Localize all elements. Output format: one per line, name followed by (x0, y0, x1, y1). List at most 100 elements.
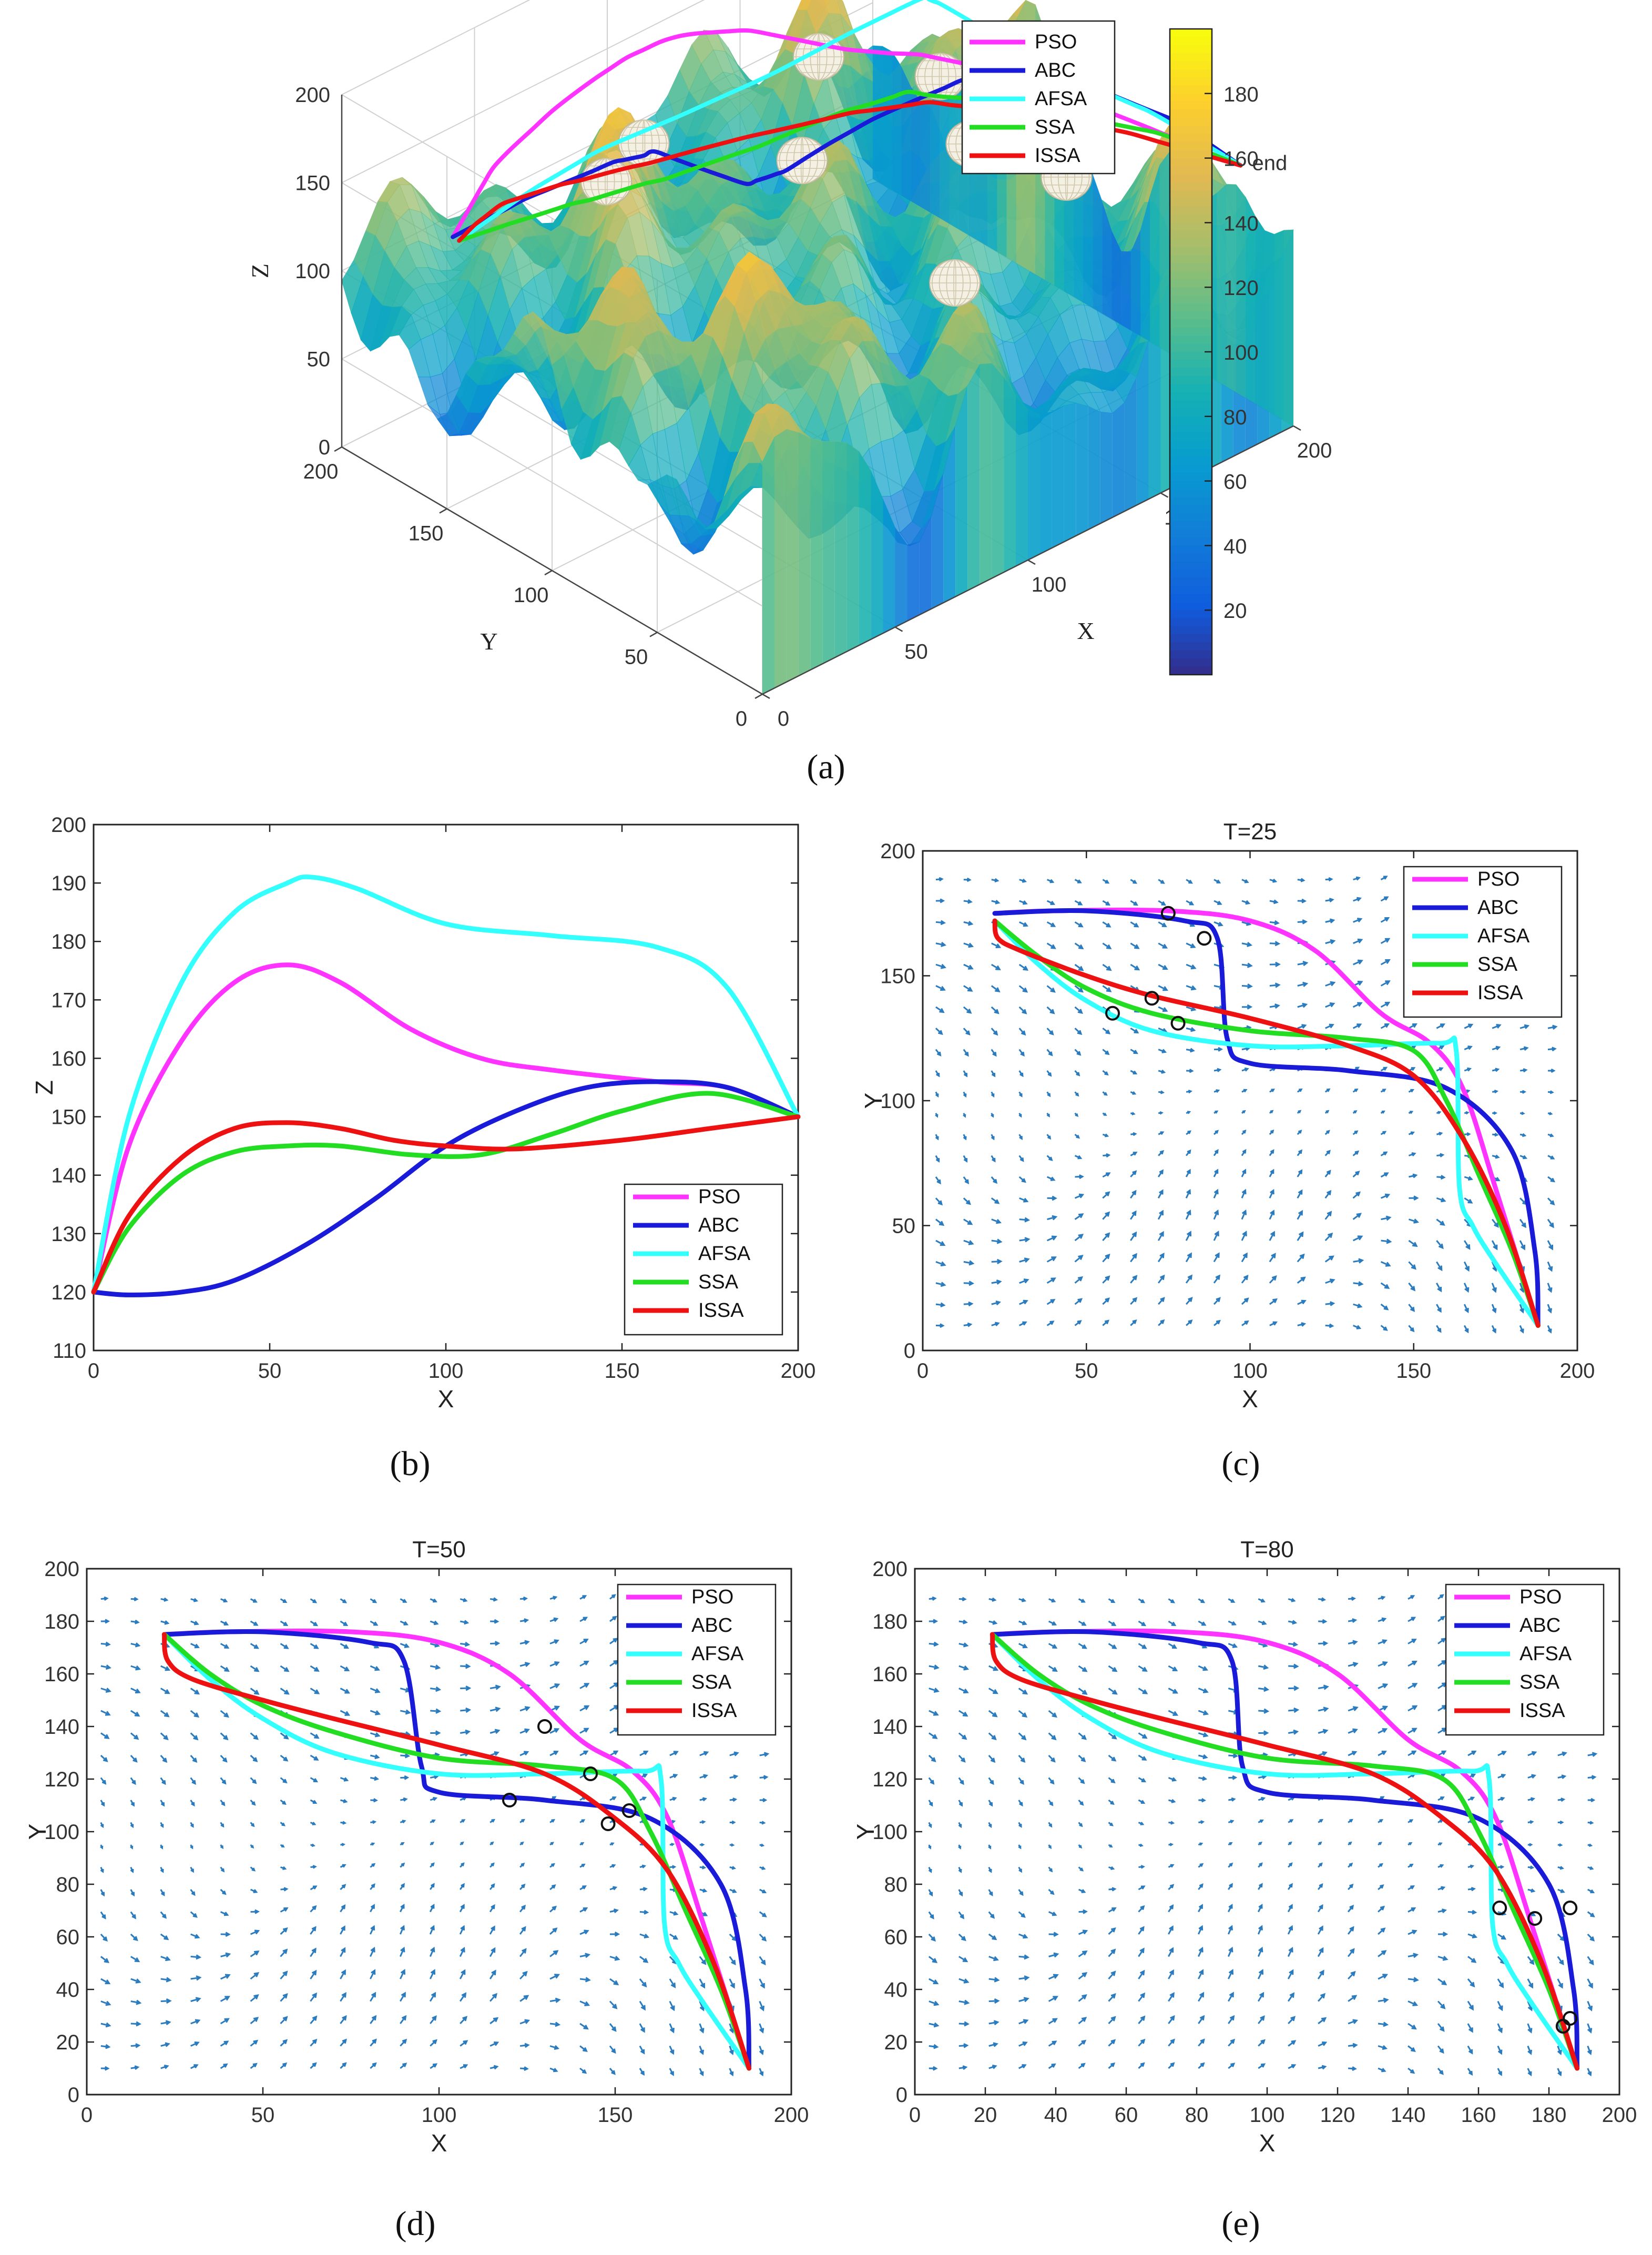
skirt-patch (930, 91, 940, 218)
y-tick-label: 40 (56, 1978, 80, 2002)
colorbar-segment (1170, 360, 1212, 369)
colorbar-segment (1170, 190, 1212, 199)
colorbar-segment (1170, 610, 1212, 619)
y-tick-label: 120 (51, 1281, 86, 1304)
y-tick-label: 200 (880, 840, 915, 863)
x-tick-label: 100 (1232, 1359, 1268, 1383)
position-marker (1197, 931, 1212, 946)
y-axis-label: Y (860, 1093, 887, 1109)
x-axis-label: X (1077, 617, 1094, 644)
skirt-patch (882, 46, 892, 190)
colorbar-segment (1170, 174, 1212, 183)
y-tick-label: 150 (51, 1106, 86, 1129)
colorbar-segment (1170, 206, 1212, 216)
skirt-patch (992, 363, 1004, 578)
skirt-patch (786, 429, 799, 682)
z-tick-label: 0 (319, 436, 330, 459)
panel-e-t80: 0 20 40 60 80 100 120 140 160 180 2000204060801001… (852, 1537, 1637, 2157)
legend-label-afsa: AFSA (1477, 925, 1530, 947)
skirt-patch (907, 542, 920, 621)
y-tick-label: 130 (51, 1223, 86, 1246)
y-tick-label: 120 (44, 1768, 79, 1791)
colorbar-segment (1170, 537, 1212, 546)
x-tick-mark (894, 626, 903, 632)
y-tick-label: 50 (625, 646, 648, 669)
x-tick-label: 150 (605, 1359, 640, 1383)
y-tick-label: 0 (904, 1339, 915, 1363)
colorbar-segment (1170, 376, 1212, 385)
colorbar-segment (1170, 327, 1212, 337)
x-tick-label: 50 (904, 641, 928, 664)
skirt-patch (1016, 395, 1028, 566)
skirt-patch (774, 429, 787, 688)
colorbar-segment (1170, 521, 1212, 530)
y-tick-mark (544, 570, 553, 576)
skirt-patch (1076, 403, 1088, 536)
skirt-patch (810, 438, 823, 670)
x-axis-label: X (431, 2129, 447, 2157)
y-tick-label: 50 (892, 1215, 916, 1238)
colorbar-segment (1170, 198, 1212, 207)
colorbar-segment (1170, 481, 1212, 490)
y-tick-label: 20 (56, 2031, 80, 2054)
y-tick-label: 100 (514, 584, 549, 607)
colorbar-segment (1170, 343, 1212, 352)
colorbar-tick-label: 40 (1223, 535, 1247, 558)
x-tick-label: 150 (1396, 1359, 1431, 1383)
y-tick-label: 170 (51, 989, 86, 1012)
y-tick-label: 60 (56, 1926, 80, 1949)
skirt-patch (895, 527, 907, 627)
x-tick-label: 50 (251, 2104, 275, 2127)
colorbar-segment (1170, 295, 1212, 304)
x-tick-mark (1293, 425, 1301, 431)
legend-label-afsa: AFSA (1035, 88, 1087, 110)
x-tick-label: 50 (258, 1359, 282, 1383)
skirt-patch (892, 52, 902, 196)
y-axis-label: Y (24, 1824, 51, 1840)
colorbar-segment (1170, 513, 1212, 522)
colorbar-segment (1170, 45, 1212, 54)
colorbar-segment (1170, 440, 1212, 450)
legend-label-afsa: AFSA (691, 1643, 744, 1665)
x-axis-label: X (1242, 1385, 1258, 1413)
colorbar-segment (1170, 505, 1212, 514)
skirt-patch (1100, 411, 1113, 524)
x-tick-mark (1160, 492, 1169, 498)
x-tick-label: 50 (1075, 1359, 1098, 1383)
y-tick-label: 0 (68, 2084, 79, 2107)
colorbar-segment (1170, 101, 1212, 110)
x-tick-label: 0 (81, 2104, 93, 2127)
colorbar-segment (1170, 642, 1212, 651)
skirt-patch (1265, 230, 1274, 415)
colorbar-segment (1170, 586, 1212, 595)
colorbar-segment (1170, 319, 1212, 328)
y-tick-label: 0 (736, 707, 747, 730)
x-tick-label: 0 (778, 707, 789, 730)
skirt-patch (871, 471, 883, 639)
legend-label-abc: ABC (1477, 897, 1518, 919)
colorbar-segment (1170, 215, 1212, 224)
y-tick-label: 180 (44, 1610, 79, 1633)
colorbar-segment (1170, 489, 1212, 498)
skirt-patch (762, 436, 774, 694)
legend-label-issa: ISSA (691, 1700, 737, 1722)
colorbar-segment (1170, 545, 1212, 554)
colorbar-segment (1170, 109, 1212, 118)
panel-c-t25: 0 50 100 150 200050100150200XYT=25PSOABCAFSA… (860, 819, 1595, 1413)
colorbar-segment (1170, 230, 1212, 240)
colorbar-segment (1170, 222, 1212, 231)
colorbar-segment (1170, 182, 1212, 191)
skirt-patch (859, 451, 871, 646)
skirt-patch (822, 441, 835, 664)
skirt-patch (834, 441, 847, 658)
colorbar-segment (1170, 303, 1212, 312)
skirt-patch (1093, 174, 1103, 314)
colorbar-segment (1170, 473, 1212, 482)
colorbar-segment (1170, 239, 1212, 248)
colorbar-segment (1170, 368, 1212, 377)
y-tick-label: 150 (880, 965, 915, 988)
y-tick-mark (649, 632, 658, 637)
legend-label-abc: ABC (691, 1614, 732, 1637)
